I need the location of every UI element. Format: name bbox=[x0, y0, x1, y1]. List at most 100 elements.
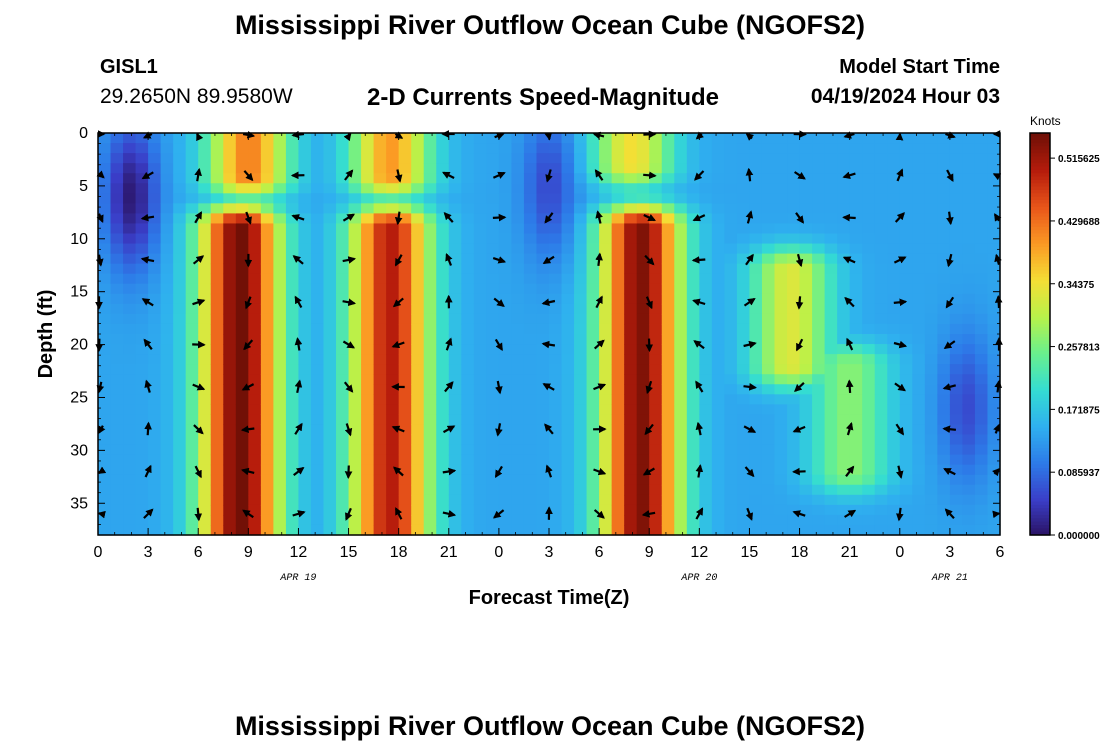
heatmap-cell bbox=[123, 253, 137, 265]
colorbar-swatch bbox=[1030, 216, 1050, 221]
heatmap-cell bbox=[862, 223, 876, 235]
heatmap-cell bbox=[661, 273, 675, 285]
heatmap-cell bbox=[411, 233, 425, 245]
heatmap-cell bbox=[674, 143, 688, 154]
heatmap-cell bbox=[173, 163, 187, 174]
colorbar-swatch bbox=[1030, 528, 1050, 533]
colorbar-swatch bbox=[1030, 293, 1050, 298]
heatmap-cell bbox=[561, 514, 575, 526]
heatmap-cell bbox=[899, 243, 913, 255]
heatmap-cell bbox=[912, 364, 926, 375]
heatmap-cell bbox=[323, 434, 337, 446]
heatmap-cell bbox=[461, 424, 475, 436]
heatmap-cell bbox=[448, 424, 462, 436]
heatmap-cell bbox=[198, 193, 212, 204]
heatmap-cell bbox=[198, 474, 212, 486]
heatmap-cell bbox=[185, 484, 199, 496]
heatmap-cell bbox=[787, 524, 801, 536]
heatmap-cell bbox=[949, 273, 964, 285]
heatmap-cell bbox=[386, 364, 400, 375]
heatmap-cell bbox=[724, 313, 738, 325]
heatmap-cell bbox=[411, 444, 425, 456]
heatmap-cell bbox=[724, 384, 738, 395]
heatmap-cell bbox=[912, 474, 926, 486]
heatmap-cell bbox=[887, 494, 901, 506]
heatmap-cell bbox=[498, 354, 513, 365]
heatmap-cell bbox=[398, 143, 412, 154]
heatmap-cell bbox=[949, 283, 964, 295]
heatmap-cell bbox=[611, 424, 625, 436]
current-vectors bbox=[95, 130, 1003, 522]
heatmap-cell bbox=[323, 153, 337, 164]
heatmap-cell bbox=[686, 283, 700, 295]
heatmap-cell bbox=[862, 454, 876, 466]
heatmap-cell bbox=[486, 504, 500, 516]
heatmap-cell bbox=[285, 354, 300, 365]
heatmap-cell bbox=[198, 283, 212, 295]
heatmap-cell bbox=[761, 183, 776, 194]
heatmap-cell bbox=[461, 504, 475, 516]
heatmap-cell bbox=[549, 243, 563, 255]
heatmap-cell bbox=[511, 283, 525, 295]
heatmap-cell bbox=[148, 434, 162, 446]
heatmap-cell bbox=[148, 374, 162, 385]
heatmap-cell bbox=[799, 364, 813, 375]
heatmap-cell bbox=[511, 263, 525, 275]
heatmap-cell bbox=[674, 384, 688, 395]
heatmap-cell bbox=[486, 484, 500, 496]
heatmap-cell bbox=[436, 504, 450, 516]
heatmap-cell bbox=[974, 474, 989, 486]
heatmap-cell bbox=[586, 233, 600, 245]
heatmap-cell bbox=[987, 283, 1001, 295]
heatmap-cell bbox=[561, 203, 575, 214]
heatmap-cell bbox=[874, 344, 888, 355]
current-arrow bbox=[992, 173, 1002, 181]
heatmap-cell bbox=[711, 163, 725, 174]
heatmap-cell bbox=[336, 273, 350, 285]
heatmap-cell bbox=[486, 524, 500, 536]
heatmap-cell bbox=[912, 323, 926, 335]
heatmap-cell bbox=[185, 364, 199, 375]
heatmap-cell bbox=[636, 163, 650, 174]
heatmap-cell bbox=[273, 163, 287, 174]
heatmap-cell bbox=[248, 514, 262, 526]
heatmap-cell bbox=[110, 163, 124, 174]
heatmap-cell bbox=[386, 504, 400, 516]
heatmap-cell bbox=[661, 414, 675, 426]
heatmap-cell bbox=[373, 203, 387, 214]
heatmap-cell bbox=[185, 434, 199, 446]
heatmap-cell bbox=[774, 233, 788, 245]
heatmap-cell bbox=[123, 223, 137, 235]
heatmap-cell bbox=[411, 323, 425, 335]
heatmap-cell bbox=[887, 243, 901, 255]
heatmap-cell bbox=[937, 354, 951, 365]
heatmap-cell bbox=[486, 344, 500, 355]
heatmap-cell bbox=[611, 434, 625, 446]
heatmap-cell bbox=[837, 323, 851, 335]
heatmap-cell bbox=[586, 263, 600, 275]
heatmap-cell bbox=[110, 133, 124, 144]
heatmap-cell bbox=[248, 253, 262, 265]
heatmap-cell bbox=[123, 133, 137, 144]
current-arrow bbox=[545, 169, 553, 183]
heatmap-cell bbox=[373, 293, 387, 305]
heatmap-cell bbox=[210, 514, 224, 526]
heatmap-cell bbox=[561, 504, 575, 516]
heatmap-cell bbox=[298, 454, 312, 466]
heatmap-cell bbox=[373, 233, 387, 245]
heatmap-cell bbox=[611, 203, 625, 214]
heatmap-cell bbox=[711, 253, 725, 265]
heatmap-cell bbox=[749, 334, 763, 345]
heatmap-cell bbox=[411, 203, 425, 214]
heatmap-cell bbox=[148, 183, 162, 194]
heatmap-cell bbox=[661, 514, 675, 526]
heatmap-cell bbox=[849, 354, 863, 365]
heatmap-cell bbox=[511, 474, 525, 486]
heatmap-cell bbox=[473, 143, 487, 154]
heatmap-cell bbox=[987, 153, 1001, 164]
heatmap-cell bbox=[937, 223, 951, 235]
heatmap-cell bbox=[887, 504, 901, 516]
heatmap-cell bbox=[962, 163, 976, 174]
current-arrow bbox=[292, 255, 304, 265]
heatmap-cell bbox=[110, 504, 124, 516]
